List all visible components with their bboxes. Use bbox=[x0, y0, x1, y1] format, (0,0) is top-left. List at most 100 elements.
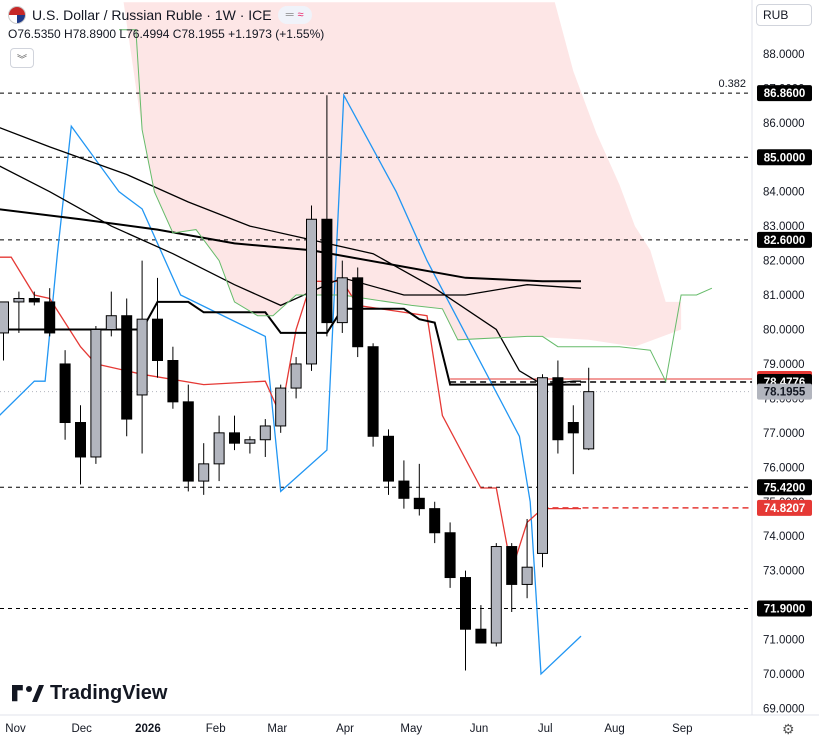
candle bbox=[336, 260, 348, 333]
candle bbox=[75, 405, 86, 485]
x-tick-label: Mar bbox=[267, 723, 287, 735]
candle-body bbox=[506, 546, 518, 585]
y-tick-label: 86.0000 bbox=[763, 118, 805, 130]
y-tick-label: 88.0000 bbox=[763, 49, 805, 61]
price-badge-label: 71.9000 bbox=[764, 604, 806, 616]
price-axis-badge: 78.1955 bbox=[757, 383, 812, 400]
x-tick-label: Jul bbox=[538, 723, 553, 735]
candle-body bbox=[136, 318, 148, 396]
candle bbox=[152, 277, 163, 378]
candle bbox=[537, 374, 548, 568]
candle-body bbox=[290, 363, 302, 389]
candle bbox=[552, 360, 564, 454]
x-tick-label: Jun bbox=[470, 723, 489, 735]
y-tick-label: 70.0000 bbox=[763, 669, 805, 681]
symbol-title[interactable]: U.S. Dollar / Russian Ruble · 1W · ICE bbox=[32, 7, 272, 23]
price-axis-badge: 85.0000 bbox=[757, 149, 812, 166]
y-tick-label: 69.0000 bbox=[763, 703, 805, 715]
price-axis-badge: 74.8207 bbox=[757, 499, 812, 516]
candle bbox=[0, 301, 9, 361]
candle bbox=[521, 518, 533, 599]
candle bbox=[367, 343, 379, 447]
tradingview-logo-icon bbox=[12, 684, 44, 702]
x-tick-label: Sep bbox=[672, 723, 692, 735]
candle-body bbox=[552, 377, 564, 441]
candle-body bbox=[13, 297, 25, 303]
candle-body bbox=[475, 628, 487, 644]
x-tick-label: 2026 bbox=[135, 723, 161, 735]
price-badge-label: 75.4200 bbox=[764, 482, 806, 494]
candle-body bbox=[44, 301, 56, 334]
candle-body bbox=[321, 218, 333, 324]
indicator-toggle-button[interactable]: ═ ≈ bbox=[277, 6, 312, 24]
candle-body bbox=[490, 546, 502, 644]
fibonacci-level-label: 0.382 bbox=[718, 78, 746, 90]
price-axis-badge: 75.4200 bbox=[757, 479, 812, 496]
candle-body bbox=[367, 346, 379, 437]
candle-body bbox=[306, 218, 317, 365]
y-tick-label: 83.0000 bbox=[763, 221, 805, 233]
price-badge-bg bbox=[757, 231, 812, 248]
candle-body bbox=[460, 577, 471, 630]
price-badge-label: 82.6000 bbox=[764, 235, 806, 247]
candle bbox=[136, 260, 148, 454]
candle-body bbox=[90, 329, 102, 458]
y-tick-label: 71.0000 bbox=[763, 635, 805, 647]
candle-body bbox=[244, 439, 256, 444]
candle bbox=[13, 291, 25, 333]
gear-icon[interactable]: ⚙ bbox=[782, 721, 795, 737]
candle-body bbox=[336, 277, 348, 324]
candle bbox=[244, 436, 256, 454]
candle-body bbox=[413, 497, 425, 510]
candle bbox=[59, 350, 71, 440]
candle bbox=[352, 267, 364, 358]
series-line bbox=[0, 256, 581, 571]
candle-body bbox=[59, 363, 71, 424]
price-badge-label: 86.8600 bbox=[764, 88, 806, 100]
series-line bbox=[0, 165, 582, 307]
price-badge-bg bbox=[757, 383, 812, 400]
candle-body bbox=[537, 377, 548, 554]
series-line bbox=[119, 29, 713, 383]
candle-body bbox=[521, 566, 533, 585]
candle-body bbox=[352, 277, 364, 348]
candle-body bbox=[213, 432, 225, 465]
candle bbox=[290, 357, 302, 399]
candle bbox=[121, 298, 133, 437]
candle bbox=[44, 288, 56, 337]
currency-selector[interactable]: RUB bbox=[756, 4, 812, 26]
candle bbox=[213, 415, 225, 482]
chart-header: U.S. Dollar / Russian Ruble · 1W · ICE ═… bbox=[8, 6, 312, 24]
candle-body bbox=[152, 318, 163, 362]
ohlc-values: O76.5350 H78.8900 L76.4994 C78.1955 +1.1… bbox=[8, 27, 325, 41]
price-badge-bg bbox=[757, 499, 812, 516]
logo-text: TradingView bbox=[50, 682, 168, 704]
candle bbox=[198, 443, 210, 495]
y-tick-label: 84.0000 bbox=[763, 187, 805, 199]
candle bbox=[275, 384, 287, 433]
candle-body bbox=[105, 315, 117, 331]
candle bbox=[306, 205, 317, 371]
x-tick-label: Feb bbox=[206, 723, 226, 735]
ichimoku-cloud bbox=[123, 2, 682, 347]
y-tick-label: 81.0000 bbox=[763, 290, 805, 302]
candle-body bbox=[229, 432, 240, 444]
candle bbox=[229, 415, 240, 451]
candle-body bbox=[75, 422, 86, 458]
candle-body bbox=[383, 435, 394, 482]
candle bbox=[383, 429, 394, 495]
candle-body bbox=[259, 425, 271, 441]
series-line bbox=[0, 300, 581, 386]
candle bbox=[321, 95, 333, 337]
candle bbox=[583, 367, 595, 451]
y-tick-label: 73.0000 bbox=[763, 566, 805, 578]
candle-body bbox=[567, 422, 579, 434]
x-tick-label: Nov bbox=[5, 723, 26, 735]
candle-body bbox=[583, 391, 595, 450]
candle bbox=[460, 570, 471, 671]
chevron-double-down-icon[interactable]: ︾ bbox=[10, 48, 34, 68]
price-axis-badge: 86.8600 bbox=[757, 85, 812, 102]
price-badge-label: 74.8207 bbox=[764, 503, 806, 515]
